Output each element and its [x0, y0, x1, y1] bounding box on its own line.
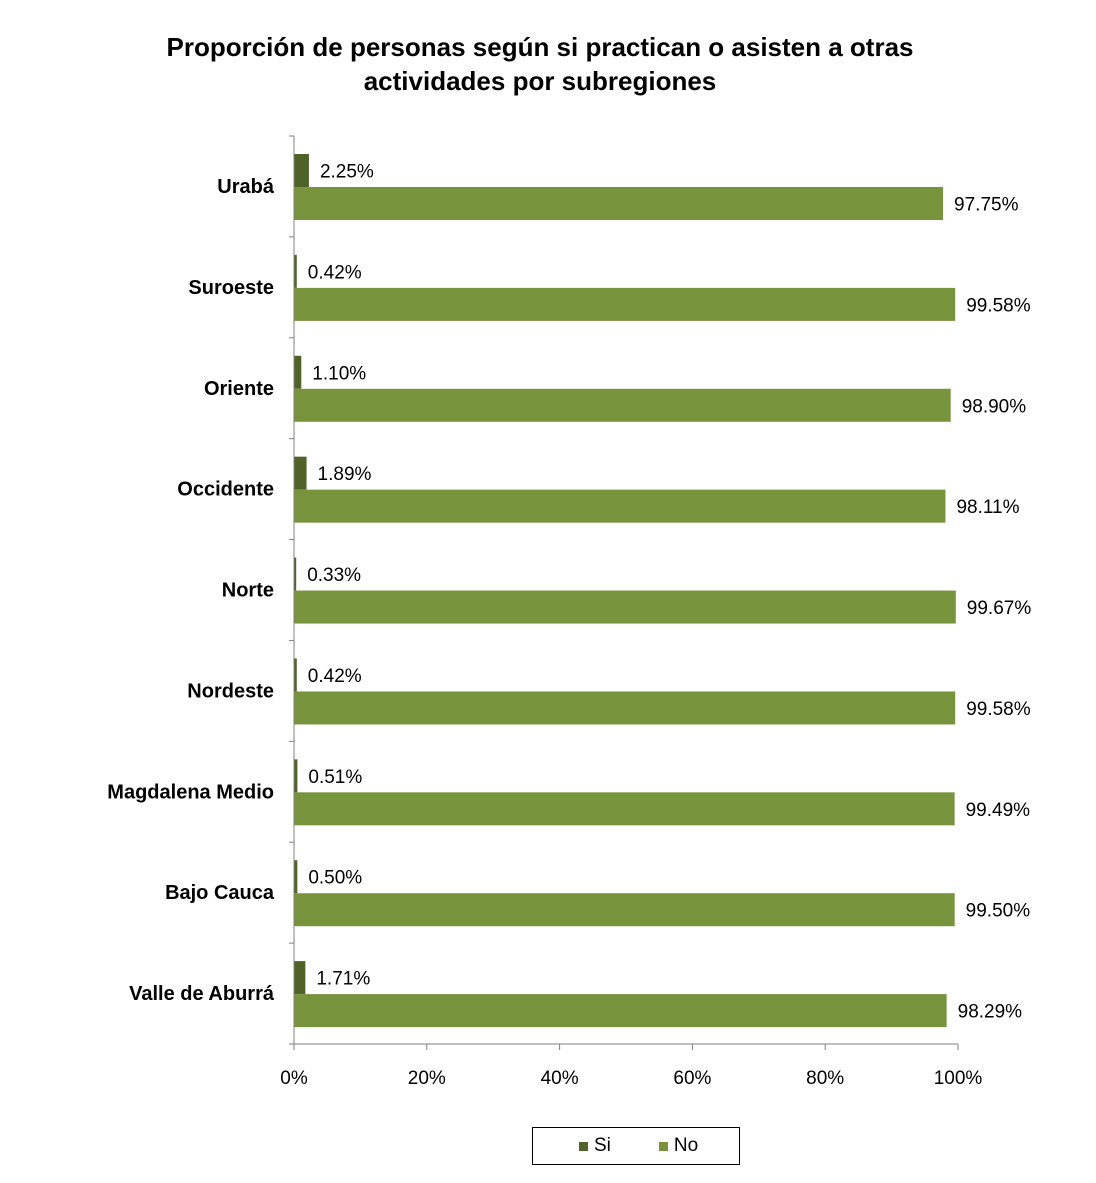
category-label-cat-0: Urabá — [217, 176, 275, 198]
legend-swatch-no — [658, 1141, 668, 1151]
x-tick-label: 60% — [673, 1068, 711, 1089]
bar-no-cat-1 — [294, 287, 956, 321]
bar-si-cat-6 — [294, 759, 298, 793]
bar-no-cat-2 — [294, 388, 951, 422]
category-label-cat-6: Magdalena Medio — [107, 781, 274, 803]
x-tick-label: 20% — [408, 1068, 446, 1089]
data-label-no-cat-8: 98.29% — [958, 1002, 1023, 1023]
bar-no-cat-5 — [294, 691, 956, 725]
data-label-no-cat-1: 99.58% — [966, 295, 1031, 316]
data-label-si-cat-8: 1.71% — [316, 969, 370, 990]
x-tick-label: 80% — [806, 1068, 844, 1089]
chart-title-line-2: actividades por subregiones — [363, 66, 717, 96]
data-label-si-cat-3: 1.89% — [318, 464, 372, 485]
legend-label-no: No — [673, 1135, 699, 1156]
bar-si-cat-7 — [294, 860, 298, 894]
bar-si-cat-3 — [294, 456, 307, 490]
category-label-cat-4: Norte — [222, 580, 274, 602]
bar-si-cat-4 — [294, 557, 297, 591]
bar-no-cat-6 — [294, 792, 955, 826]
category-label-cat-8: Valle de Aburrá — [129, 983, 275, 1005]
data-label-no-cat-6: 99.49% — [966, 800, 1031, 821]
bar-no-cat-4 — [294, 590, 956, 624]
bar-si-cat-8 — [294, 961, 306, 995]
data-label-no-cat-5: 99.58% — [966, 699, 1031, 720]
data-label-si-cat-0: 2.25% — [320, 162, 374, 183]
data-label-no-cat-7: 99.50% — [966, 901, 1031, 922]
x-tick-label: 0% — [280, 1068, 308, 1089]
category-label-cat-7: Bajo Cauca — [165, 882, 275, 904]
bar-si-cat-1 — [294, 254, 297, 288]
data-label-si-cat-2: 1.10% — [312, 363, 366, 384]
x-tick-label: 100% — [934, 1068, 983, 1089]
category-label-cat-5: Nordeste — [187, 680, 274, 702]
data-label-si-cat-7: 0.50% — [308, 868, 362, 889]
bar-no-cat-3 — [294, 489, 946, 523]
data-label-no-cat-3: 98.11% — [956, 497, 1019, 518]
legend-item-no: No — [658, 1135, 699, 1157]
bar-si-cat-2 — [294, 355, 302, 389]
category-label-cat-1: Suroeste — [188, 277, 274, 299]
bar-no-cat-7 — [294, 893, 955, 927]
chart-title: Proporción de personas según si practica… — [0, 30, 1080, 98]
bar-si-cat-0 — [294, 154, 309, 187]
bar-si-cat-5 — [294, 658, 297, 692]
data-label-si-cat-5: 0.42% — [308, 666, 362, 687]
category-label-cat-3: Occidente — [177, 479, 274, 501]
data-label-no-cat-0: 97.75% — [954, 195, 1019, 216]
data-label-no-cat-2: 98.90% — [962, 396, 1027, 417]
bar-no-cat-0 — [294, 187, 944, 220]
legend-item-si: Si — [579, 1135, 611, 1157]
x-tick-label: 40% — [541, 1068, 579, 1089]
legend-label-si: Si — [594, 1135, 611, 1156]
chart-title-line-1: Proporción de personas según si practica… — [166, 32, 914, 62]
legend-swatch-si — [579, 1141, 588, 1151]
data-label-no-cat-4: 99.67% — [967, 598, 1032, 619]
legend: Si No — [532, 1127, 740, 1165]
data-label-si-cat-4: 0.33% — [307, 565, 361, 586]
category-label-cat-2: Oriente — [204, 378, 274, 400]
bar-no-cat-8 — [294, 994, 947, 1028]
data-label-si-cat-1: 0.42% — [308, 262, 362, 283]
data-label-si-cat-6: 0.51% — [308, 767, 362, 788]
